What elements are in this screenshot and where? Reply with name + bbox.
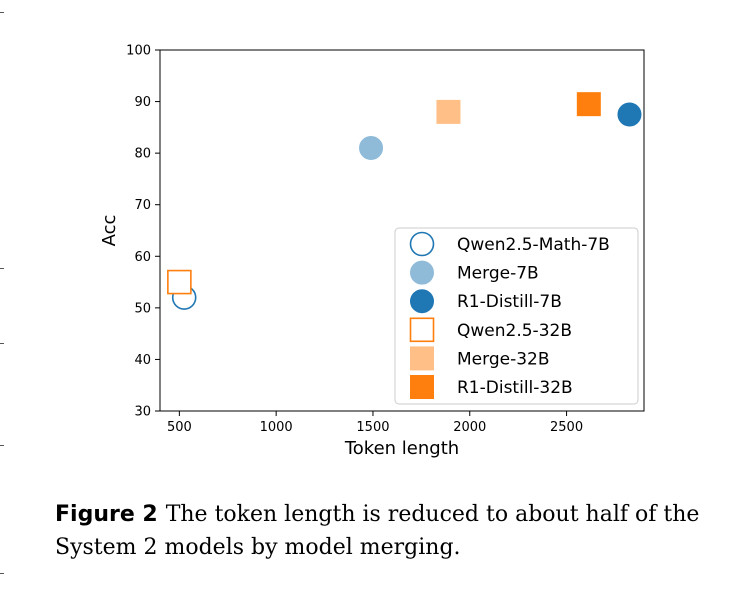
- figure-caption: Figure 2 The token length is reduced to a…: [55, 498, 715, 564]
- x-tick-label: 2500: [550, 420, 583, 435]
- y-tick-label: 30: [134, 405, 151, 420]
- figure-label: Figure 2: [55, 502, 158, 527]
- x-tick-label: 1000: [260, 420, 293, 435]
- legend-marker: [410, 289, 434, 314]
- legend: Qwen2.5-Math-7B Merge-7B R1-Distill-7B Qwen…: [394, 227, 639, 405]
- caption-text: The token length is reduced to about hal…: [55, 502, 700, 560]
- plot-frame: [159, 49, 645, 412]
- data-point: [167, 269, 192, 295]
- data-points: [167, 92, 642, 310]
- legend-marker: [410, 346, 434, 371]
- legend-label: Qwen2.5-Math-7B: [457, 235, 610, 255]
- y-tick-label: 40: [134, 353, 151, 368]
- legend-marker: [409, 231, 435, 257]
- legend-box: [394, 227, 639, 405]
- x-tick-label: 2000: [453, 420, 486, 435]
- legend-marker: [410, 375, 434, 399]
- y-tick-label: 60: [134, 250, 151, 265]
- margin-mark: [0, 573, 4, 574]
- y-tick-label: 50: [134, 301, 151, 316]
- y-tick-label: 90: [134, 95, 151, 110]
- y-tick-label: 80: [134, 147, 151, 162]
- legend-label: Merge-7B: [457, 264, 539, 284]
- y-axis-ticks: 30 40 50 60 70 80 90 100: [126, 44, 160, 420]
- legend-label: Merge-32B: [457, 349, 550, 369]
- scatter-chart: 30 40 50 60 70 80 90 100 500 1000 1500 2000 2500 To…: [99, 44, 645, 459]
- y-tick-label: 100: [126, 44, 151, 59]
- legend-marker: [410, 260, 434, 285]
- legend-label: R1-Distill-32B: [457, 378, 573, 398]
- legend-label: Qwen2.5-32B: [457, 321, 572, 341]
- margin-mark: [0, 343, 4, 344]
- data-point: [617, 102, 642, 127]
- legend-marker: [409, 317, 435, 343]
- data-point: [359, 135, 384, 160]
- x-tick-label: 500: [167, 420, 192, 435]
- y-tick-label: 70: [134, 198, 151, 213]
- margin-mark: [0, 12, 4, 13]
- legend-label: R1-Distill-7B: [457, 292, 562, 312]
- margin-mark: [0, 268, 4, 269]
- x-axis-ticks: 500 1000 1500 2000 2500: [167, 411, 583, 435]
- data-point: [576, 92, 601, 117]
- x-tick-label: 1500: [356, 420, 389, 435]
- x-axis-label: Token length: [344, 438, 459, 459]
- margin-mark: [0, 445, 4, 446]
- data-point: [436, 99, 461, 124]
- y-axis-label: Acc: [99, 215, 120, 247]
